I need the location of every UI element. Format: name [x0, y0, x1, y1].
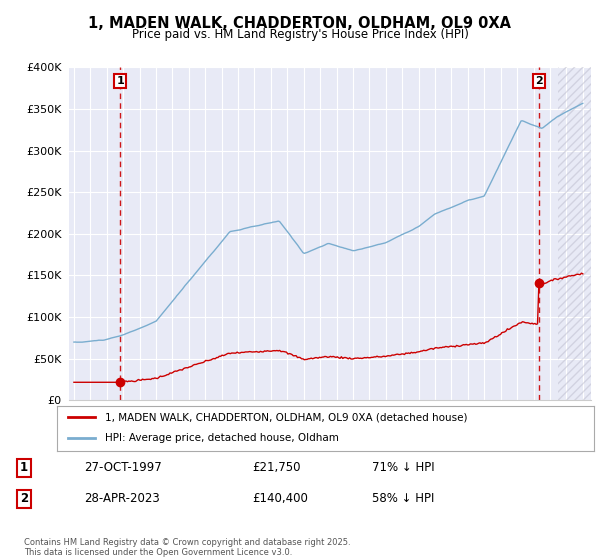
Text: £140,400: £140,400: [252, 492, 308, 505]
Text: £21,750: £21,750: [252, 461, 301, 474]
Text: HPI: Average price, detached house, Oldham: HPI: Average price, detached house, Oldh…: [106, 433, 339, 444]
Text: 1: 1: [20, 461, 28, 474]
Text: 1: 1: [116, 76, 124, 86]
Text: 71% ↓ HPI: 71% ↓ HPI: [372, 461, 434, 474]
Text: 28-APR-2023: 28-APR-2023: [84, 492, 160, 505]
Text: 1, MADEN WALK, CHADDERTON, OLDHAM, OL9 0XA (detached house): 1, MADEN WALK, CHADDERTON, OLDHAM, OL9 0…: [106, 412, 468, 422]
Text: 2: 2: [20, 492, 28, 505]
Text: 2: 2: [535, 76, 542, 86]
Text: Contains HM Land Registry data © Crown copyright and database right 2025.
This d: Contains HM Land Registry data © Crown c…: [24, 538, 350, 557]
Bar: [558, 67, 591, 400]
Text: 58% ↓ HPI: 58% ↓ HPI: [372, 492, 434, 505]
Text: 27-OCT-1997: 27-OCT-1997: [84, 461, 162, 474]
Text: 1, MADEN WALK, CHADDERTON, OLDHAM, OL9 0XA: 1, MADEN WALK, CHADDERTON, OLDHAM, OL9 0…: [89, 16, 511, 31]
Text: Price paid vs. HM Land Registry's House Price Index (HPI): Price paid vs. HM Land Registry's House …: [131, 28, 469, 41]
